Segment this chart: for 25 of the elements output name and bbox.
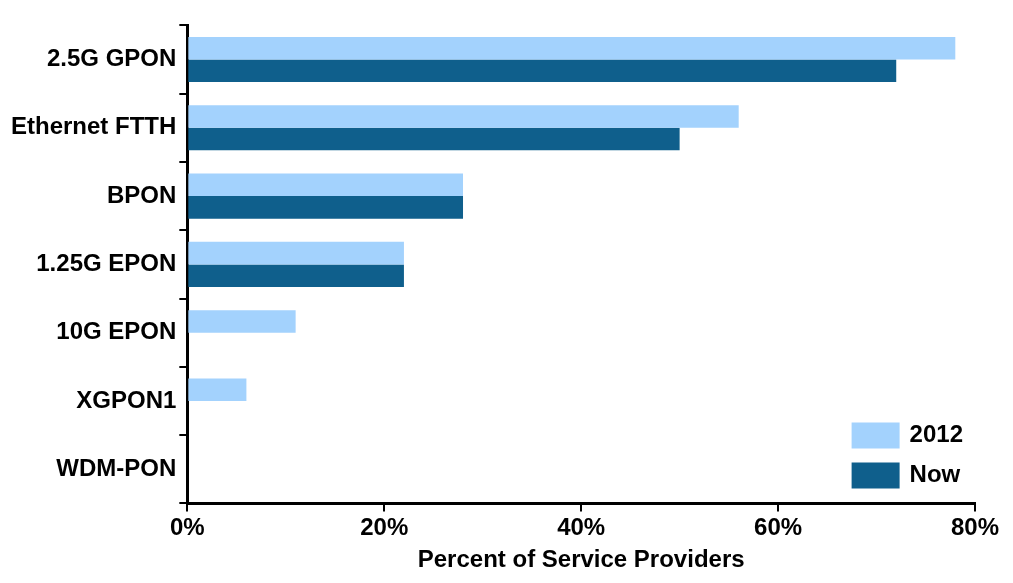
bar [188, 105, 739, 128]
bar [188, 378, 247, 401]
y-tick-label: 1.25G EPON [36, 249, 177, 277]
legend-label: Now [909, 460, 961, 488]
x-tick-label: 40% [557, 513, 606, 541]
x-tick-label: 20% [360, 513, 409, 541]
bar [188, 196, 464, 219]
y-tick-label: Ethernet FTTH [11, 112, 177, 140]
y-tick-label: WDM-PON [56, 453, 177, 481]
y-tick-label: 2.5G GPON [46, 44, 177, 72]
y-tick-label: BPON [106, 180, 177, 208]
x-tick-label: 60% [754, 513, 803, 541]
bar [188, 310, 296, 333]
bar [188, 241, 404, 265]
x-axis-title: Percent of Service Providers [417, 545, 745, 573]
bar [188, 59, 897, 83]
bar [188, 264, 404, 287]
bar [188, 127, 680, 151]
x-tick-label: 80% [950, 513, 1000, 541]
bar [188, 173, 464, 197]
y-tick-label: 10G EPON [56, 317, 177, 345]
bar [188, 37, 956, 60]
x-tick-label: 0% [169, 513, 205, 541]
legend-label: 2012 [909, 420, 963, 448]
y-tick-label: XGPON1 [76, 385, 177, 413]
